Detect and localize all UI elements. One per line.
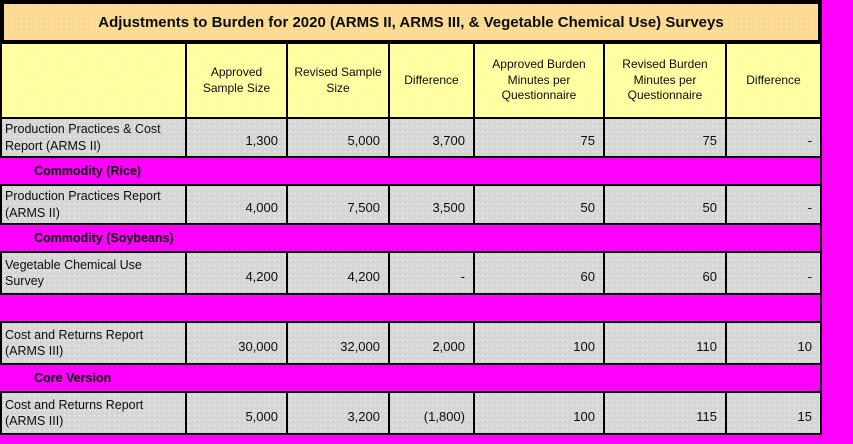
column-header-approved-sample-size: Approved Sample Size xyxy=(187,44,288,119)
table-row: Vegetable Chemical Use Survey 4,200 4,200-… xyxy=(0,253,822,295)
column-header-blank xyxy=(0,44,187,119)
data-cell: 32,000 xyxy=(288,323,390,365)
column-header-difference-sample: Difference xyxy=(390,44,475,119)
data-cell: 4,200 xyxy=(187,253,288,295)
separator-label: Core Version xyxy=(34,371,112,385)
table-title-bar: Adjustments to Burden for 2020 (ARMS II,… xyxy=(0,0,822,44)
data-cell: - xyxy=(727,119,822,158)
separator-label: Commodity (Rice) xyxy=(34,164,141,178)
data-cell: 4,200 xyxy=(288,253,390,295)
data-cell: 100 xyxy=(475,323,605,365)
row-label-cell: Production Practices Report (ARMS II) xyxy=(0,186,187,225)
data-cell: 2,000 xyxy=(390,323,475,365)
table-row: Production Practices & Cost Report (ARMS… xyxy=(0,119,822,158)
data-cell: 5,000 xyxy=(187,393,288,435)
data-cell: 100 xyxy=(475,393,605,435)
separator-label: Commodity (Soybeans) xyxy=(34,231,174,245)
data-cell: - xyxy=(727,186,822,225)
data-cell: 3,500 xyxy=(390,186,475,225)
separator-row: Commodity (Soybeans) xyxy=(0,225,822,253)
data-cell: 110 xyxy=(605,323,727,365)
row-label-cell: Cost and Returns Report (ARMS III) xyxy=(0,393,187,435)
data-cell: (1,800) xyxy=(390,393,475,435)
table-title: Adjustments to Burden for 2020 (ARMS II,… xyxy=(98,13,724,31)
data-cell: 1,300 xyxy=(187,119,288,158)
data-cell: 15 xyxy=(727,393,822,435)
burden-adjustments-table: Approved Sample Size Revised Sample Size D… xyxy=(0,44,822,435)
table-row: Cost and Returns Report (ARMS III) 30,000… xyxy=(0,323,822,365)
data-cell: 60 xyxy=(475,253,605,295)
data-cell: 115 xyxy=(605,393,727,435)
row-label-cell: Vegetable Chemical Use Survey xyxy=(0,253,187,295)
column-header-revised-burden-minutes: Revised Burden Minutes per Questionnaire xyxy=(605,44,727,119)
data-cell: - xyxy=(390,253,475,295)
data-cell: 3,200 xyxy=(288,393,390,435)
column-header-approved-burden-minutes: Approved Burden Minutes per Questionnair… xyxy=(475,44,605,119)
data-cell: 75 xyxy=(475,119,605,158)
data-cell: 3,700 xyxy=(390,119,475,158)
data-cell: 50 xyxy=(605,186,727,225)
table-row: Production Practices Report (ARMS II) 4,0… xyxy=(0,186,822,225)
row-label-cell: Production Practices & Cost Report (ARMS… xyxy=(0,119,187,158)
table-row: Cost and Returns Report (ARMS III) 5,000 3… xyxy=(0,393,822,435)
data-cell: - xyxy=(727,253,822,295)
data-cell: 5,000 xyxy=(288,119,390,158)
data-cell: 50 xyxy=(475,186,605,225)
data-cell: 60 xyxy=(605,253,727,295)
column-header-difference-burden: Difference xyxy=(727,44,822,119)
separator-row: Core Version xyxy=(0,365,822,393)
data-cell: 7,500 xyxy=(288,186,390,225)
row-label-cell: Cost and Returns Report (ARMS III) xyxy=(0,323,187,365)
data-cell: 75 xyxy=(605,119,727,158)
data-cell: 30,000 xyxy=(187,323,288,365)
table-header-row: Approved Sample Size Revised Sample Size D… xyxy=(0,44,822,119)
separator-row: Commodity (Rice) xyxy=(0,158,822,186)
data-cell: 4,000 xyxy=(187,186,288,225)
separator-row xyxy=(0,295,822,323)
column-header-revised-sample-size: Revised Sample Size xyxy=(288,44,390,119)
data-cell: 10 xyxy=(727,323,822,365)
